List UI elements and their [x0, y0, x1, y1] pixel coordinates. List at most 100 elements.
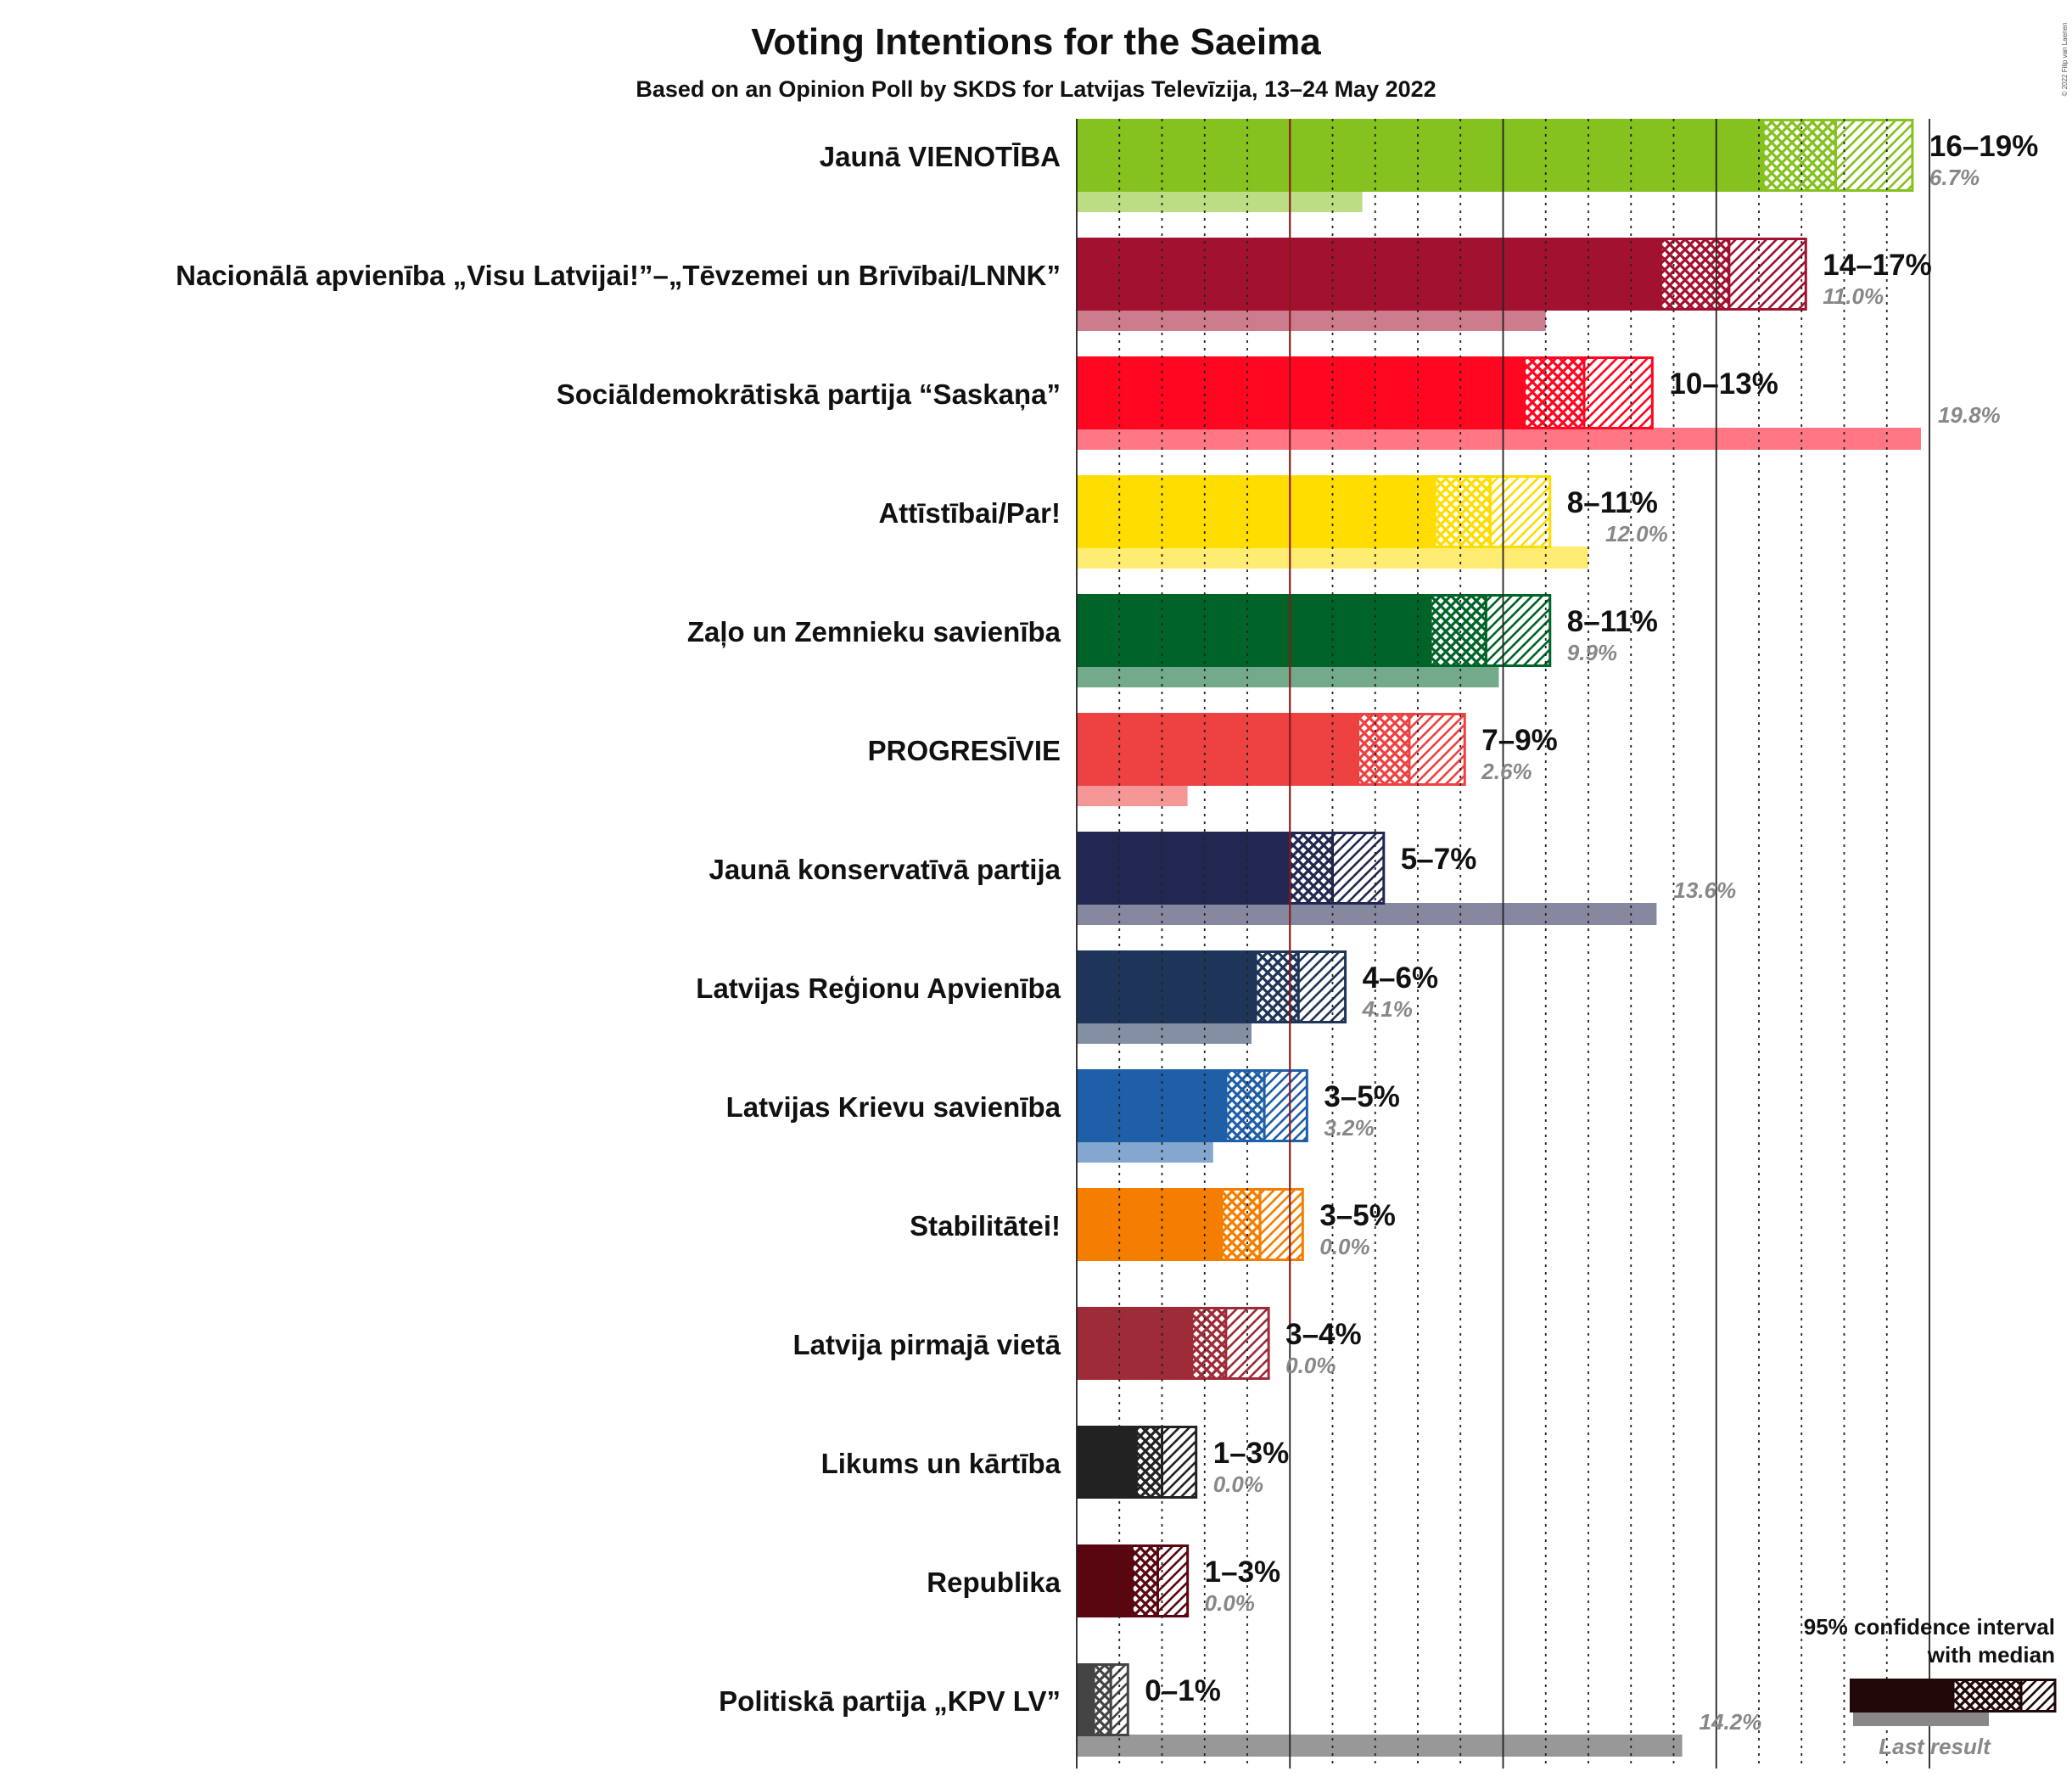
ci-solid-bar [1077, 119, 1764, 192]
ci-lower-half [1357, 713, 1411, 786]
ci-lower-half [1190, 1307, 1228, 1380]
last-result-bar [1077, 547, 1588, 569]
legend-upper-half [2019, 1679, 2057, 1713]
ci-lower-half [1659, 238, 1731, 311]
ci-lower-half [1220, 1188, 1262, 1261]
party-name: Nacionālā apvienība „Visu Latvijai!”–„Tē… [176, 260, 1061, 291]
ci-upper-half [1582, 356, 1654, 429]
range-label: 0–1% [1145, 1674, 1221, 1707]
range-label: 1–3% [1213, 1437, 1290, 1470]
last-result-bar [1077, 428, 1921, 450]
ci-lower-half [1134, 1426, 1163, 1499]
party-name: Latvijas Reģionu Apvienība [696, 973, 1061, 1004]
range-label: 8–11% [1567, 486, 1658, 519]
ci-solid-bar [1077, 356, 1525, 429]
range-label: 3–5% [1319, 1199, 1396, 1232]
last-result-label: 0.0% [1319, 1234, 1369, 1259]
chart-title: Voting Intentions for the Saeima [751, 21, 1321, 63]
range-label: 7–9% [1481, 724, 1558, 757]
ci-solid-bar [1077, 832, 1291, 905]
range-label: 16–19% [1929, 130, 2038, 163]
range-label: 3–5% [1324, 1080, 1400, 1113]
chart-subtitle: Based on an Opinion Poll by SKDS for Lat… [636, 76, 1436, 102]
last-result-label: 12.0% [1605, 521, 1668, 547]
last-result-bar [1077, 1022, 1252, 1044]
last-result-bar [1077, 1141, 1213, 1163]
range-label: 3–4% [1285, 1318, 1362, 1351]
party-name: Jaunā VIENOTĪBA [820, 141, 1061, 172]
legend-last-result-label: Last result [1879, 1734, 1991, 1759]
party-name: Zaļo un Zemnieku savienība [687, 616, 1061, 647]
ci-solid-bar [1077, 1307, 1192, 1380]
party-name: Latvijas Krievu savienība [726, 1091, 1061, 1123]
ci-upper-half [1296, 950, 1347, 1023]
ci-solid-bar [1077, 1069, 1226, 1142]
legend-lower-half [1952, 1679, 2023, 1713]
ci-solid-bar [1077, 238, 1661, 311]
party-name: Stabilitātei! [910, 1210, 1061, 1242]
party-name: Republika [927, 1567, 1061, 1598]
last-result-bar [1077, 1735, 1683, 1757]
last-result-bar [1077, 665, 1499, 687]
party-name: PROGRESĪVIE [868, 735, 1061, 766]
last-result-label: 13.6% [1673, 877, 1736, 903]
ci-upper-half [1728, 238, 1807, 311]
range-label: 14–17% [1823, 249, 1931, 282]
party-name: Politiskā partija „KPV LV” [719, 1685, 1061, 1717]
ci-upper-half [1488, 475, 1552, 548]
range-label: 4–6% [1363, 961, 1439, 995]
copyright-notice: © 2022 Filip van Laenen [2061, 23, 2069, 97]
ci-solid-bar [1077, 475, 1436, 548]
ci-upper-half [1331, 832, 1386, 905]
party-labels: Jaunā VIENOTĪBA 16–19%6.7% Nacionālā apvie… [176, 130, 2038, 1735]
ci-upper-half [1258, 1188, 1304, 1261]
range-label: 10–13% [1669, 367, 1778, 401]
ci-solid-bar [1077, 1663, 1095, 1736]
last-result-bar [1077, 784, 1188, 806]
party-name: Sociāldemokrātiskā partija “Saskaņa” [557, 378, 1061, 410]
ci-solid-bar [1077, 1188, 1222, 1261]
last-result-label: 11.0% [1823, 283, 1884, 309]
last-result-label: 3.2% [1324, 1115, 1374, 1141]
ci-lower-half [1288, 832, 1334, 905]
last-result-label: 14.2% [1700, 1709, 1762, 1735]
last-result-label: 0.0% [1285, 1353, 1336, 1378]
range-label: 1–3% [1205, 1556, 1281, 1589]
last-result-label: 0.0% [1205, 1590, 1255, 1616]
last-result-label: 4.1% [1362, 996, 1413, 1022]
ci-solid-bar [1077, 594, 1431, 667]
ci-upper-half [1156, 1544, 1190, 1617]
legend-subtitle: with median [1927, 1642, 2055, 1668]
legend-title: 95% confidence interval [1804, 1614, 2055, 1640]
last-result-label: 6.7% [1929, 165, 1980, 190]
last-result-label: 2.6% [1481, 759, 1532, 784]
legend-last-result-bar [1853, 1711, 1989, 1726]
last-result-label: 0.0% [1213, 1471, 1263, 1497]
party-name: Jaunā konservatīvā partija [708, 854, 1061, 885]
ci-lower-half [1429, 594, 1487, 667]
ci-solid-bar [1077, 1426, 1137, 1499]
ci-upper-half [1224, 1307, 1270, 1380]
last-result-label: 19.8% [1938, 402, 2001, 428]
ci-solid-bar [1077, 950, 1257, 1023]
ci-lower-half [1092, 1663, 1112, 1736]
ci-solid-bar [1077, 713, 1358, 786]
ci-lower-half [1254, 950, 1300, 1023]
ci-lower-half [1130, 1544, 1159, 1617]
last-result-bar [1077, 190, 1363, 212]
range-label: 5–7% [1401, 843, 1477, 876]
ci-upper-half [1161, 1426, 1198, 1499]
legend-solid-bar [1850, 1679, 1953, 1713]
ci-lower-half [1433, 475, 1492, 548]
ci-upper-half [1834, 119, 1914, 192]
ci-upper-half [1408, 713, 1466, 786]
last-result-label: 9.9% [1567, 640, 1617, 665]
ci-solid-bar [1077, 1544, 1133, 1617]
ci-lower-half [1523, 356, 1586, 429]
gridlines [1076, 119, 1930, 1769]
ci-lower-half [1761, 119, 1837, 192]
party-name: Latvija pirmajā vietā [793, 1329, 1061, 1360]
ci-upper-half [1484, 594, 1552, 667]
